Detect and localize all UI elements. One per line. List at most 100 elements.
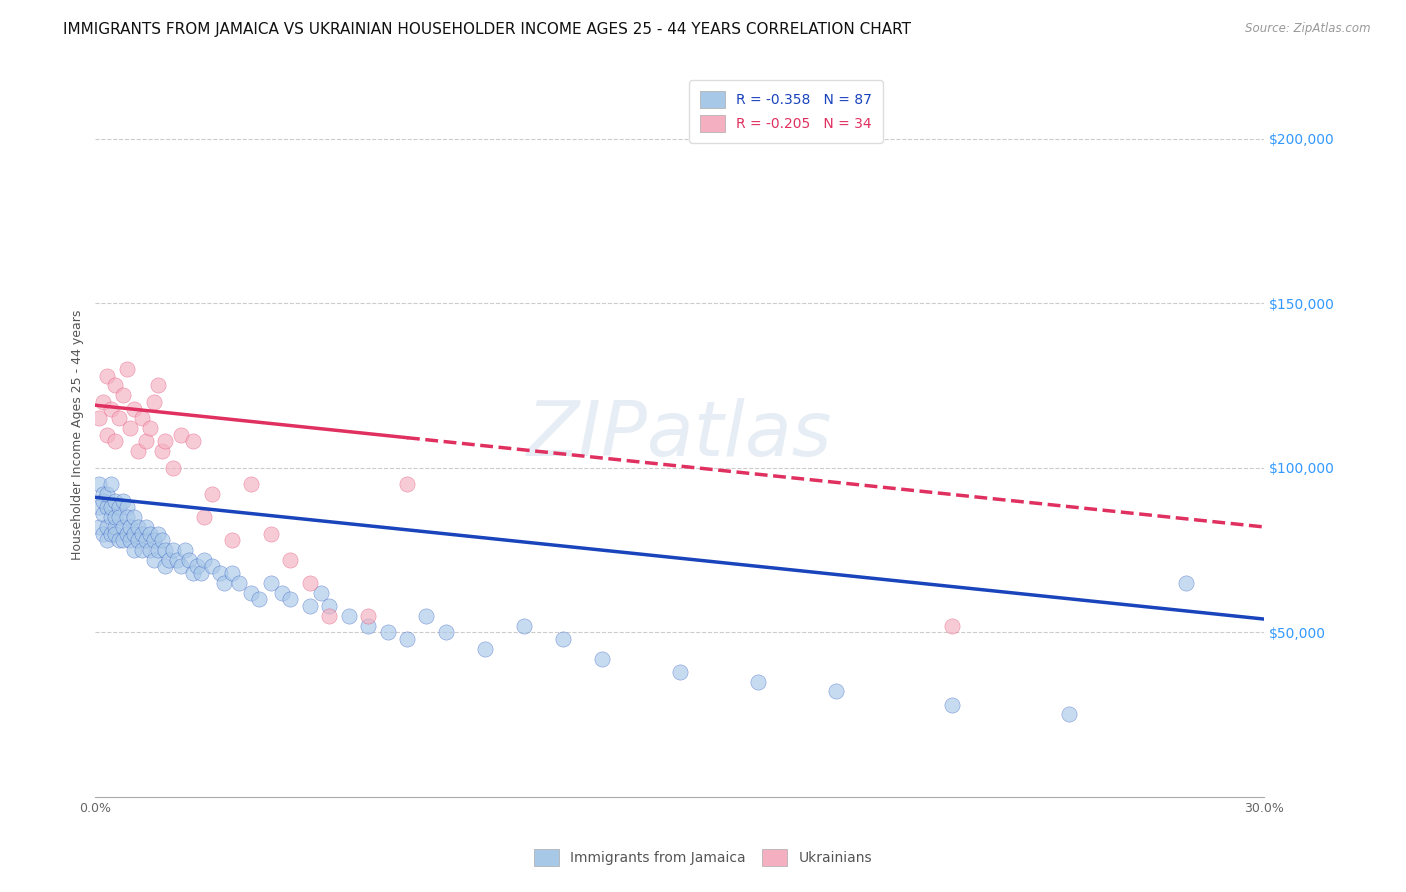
Point	[221, 566, 243, 580]
Point	[111, 533, 134, 548]
Point	[170, 559, 193, 574]
Point	[201, 487, 224, 501]
Point	[142, 553, 165, 567]
Point	[162, 543, 184, 558]
Point	[107, 533, 129, 548]
Point	[89, 411, 111, 425]
Legend: Immigrants from Jamaica, Ukrainians: Immigrants from Jamaica, Ukrainians	[529, 844, 877, 871]
Text: Source: ZipAtlas.com: Source: ZipAtlas.com	[1246, 22, 1371, 36]
Point	[162, 460, 184, 475]
Point	[298, 575, 321, 590]
Point	[139, 543, 162, 558]
Point	[395, 477, 418, 491]
Point	[142, 395, 165, 409]
Point	[104, 378, 127, 392]
Point	[747, 674, 769, 689]
Point	[100, 500, 122, 515]
Point	[318, 599, 340, 613]
Point	[208, 566, 231, 580]
Point	[127, 520, 149, 534]
Point	[124, 510, 146, 524]
Point	[131, 543, 153, 558]
Point	[91, 507, 114, 521]
Point	[513, 618, 536, 632]
Point	[115, 526, 138, 541]
Point	[115, 362, 138, 376]
Point	[1057, 707, 1080, 722]
Point	[124, 401, 146, 416]
Point	[142, 533, 165, 548]
Point	[139, 421, 162, 435]
Point	[278, 553, 301, 567]
Point	[150, 444, 173, 458]
Point	[337, 608, 360, 623]
Point	[89, 520, 111, 534]
Point	[96, 427, 118, 442]
Point	[91, 526, 114, 541]
Point	[824, 684, 846, 698]
Point	[1175, 575, 1198, 590]
Point	[155, 559, 177, 574]
Point	[212, 575, 235, 590]
Point	[311, 586, 333, 600]
Point	[115, 510, 138, 524]
Point	[91, 487, 114, 501]
Point	[96, 487, 118, 501]
Point	[668, 665, 690, 679]
Point	[89, 477, 111, 491]
Point	[201, 559, 224, 574]
Point	[135, 533, 157, 548]
Point	[228, 575, 250, 590]
Point	[259, 575, 281, 590]
Point	[150, 533, 173, 548]
Point	[146, 543, 169, 558]
Point	[357, 608, 380, 623]
Point	[193, 553, 215, 567]
Point	[415, 608, 437, 623]
Point	[96, 533, 118, 548]
Point	[186, 559, 208, 574]
Point	[395, 632, 418, 646]
Point	[139, 526, 162, 541]
Point	[247, 592, 270, 607]
Point	[146, 526, 169, 541]
Point	[941, 618, 963, 632]
Point	[111, 388, 134, 402]
Point	[107, 500, 129, 515]
Point	[155, 543, 177, 558]
Point	[170, 427, 193, 442]
Point	[298, 599, 321, 613]
Legend: R = -0.358   N = 87, R = -0.205   N = 34: R = -0.358 N = 87, R = -0.205 N = 34	[689, 80, 883, 143]
Point	[115, 500, 138, 515]
Point	[377, 625, 399, 640]
Point	[100, 477, 122, 491]
Point	[434, 625, 457, 640]
Text: IMMIGRANTS FROM JAMAICA VS UKRAINIAN HOUSEHOLDER INCOME AGES 25 - 44 YEARS CORRE: IMMIGRANTS FROM JAMAICA VS UKRAINIAN HOU…	[63, 22, 911, 37]
Point	[89, 500, 111, 515]
Point	[111, 493, 134, 508]
Point	[104, 510, 127, 524]
Point	[120, 520, 142, 534]
Point	[193, 510, 215, 524]
Point	[157, 553, 180, 567]
Point	[124, 526, 146, 541]
Point	[127, 533, 149, 548]
Point	[91, 395, 114, 409]
Point	[357, 618, 380, 632]
Point	[104, 520, 127, 534]
Point	[104, 434, 127, 449]
Point	[181, 566, 204, 580]
Point	[177, 553, 200, 567]
Point	[190, 566, 212, 580]
Y-axis label: Householder Income Ages 25 - 44 years: Householder Income Ages 25 - 44 years	[72, 310, 84, 560]
Point	[551, 632, 574, 646]
Point	[155, 434, 177, 449]
Point	[120, 421, 142, 435]
Point	[240, 477, 263, 491]
Point	[131, 411, 153, 425]
Point	[100, 510, 122, 524]
Point	[278, 592, 301, 607]
Point	[96, 368, 118, 383]
Point	[96, 500, 118, 515]
Point	[100, 526, 122, 541]
